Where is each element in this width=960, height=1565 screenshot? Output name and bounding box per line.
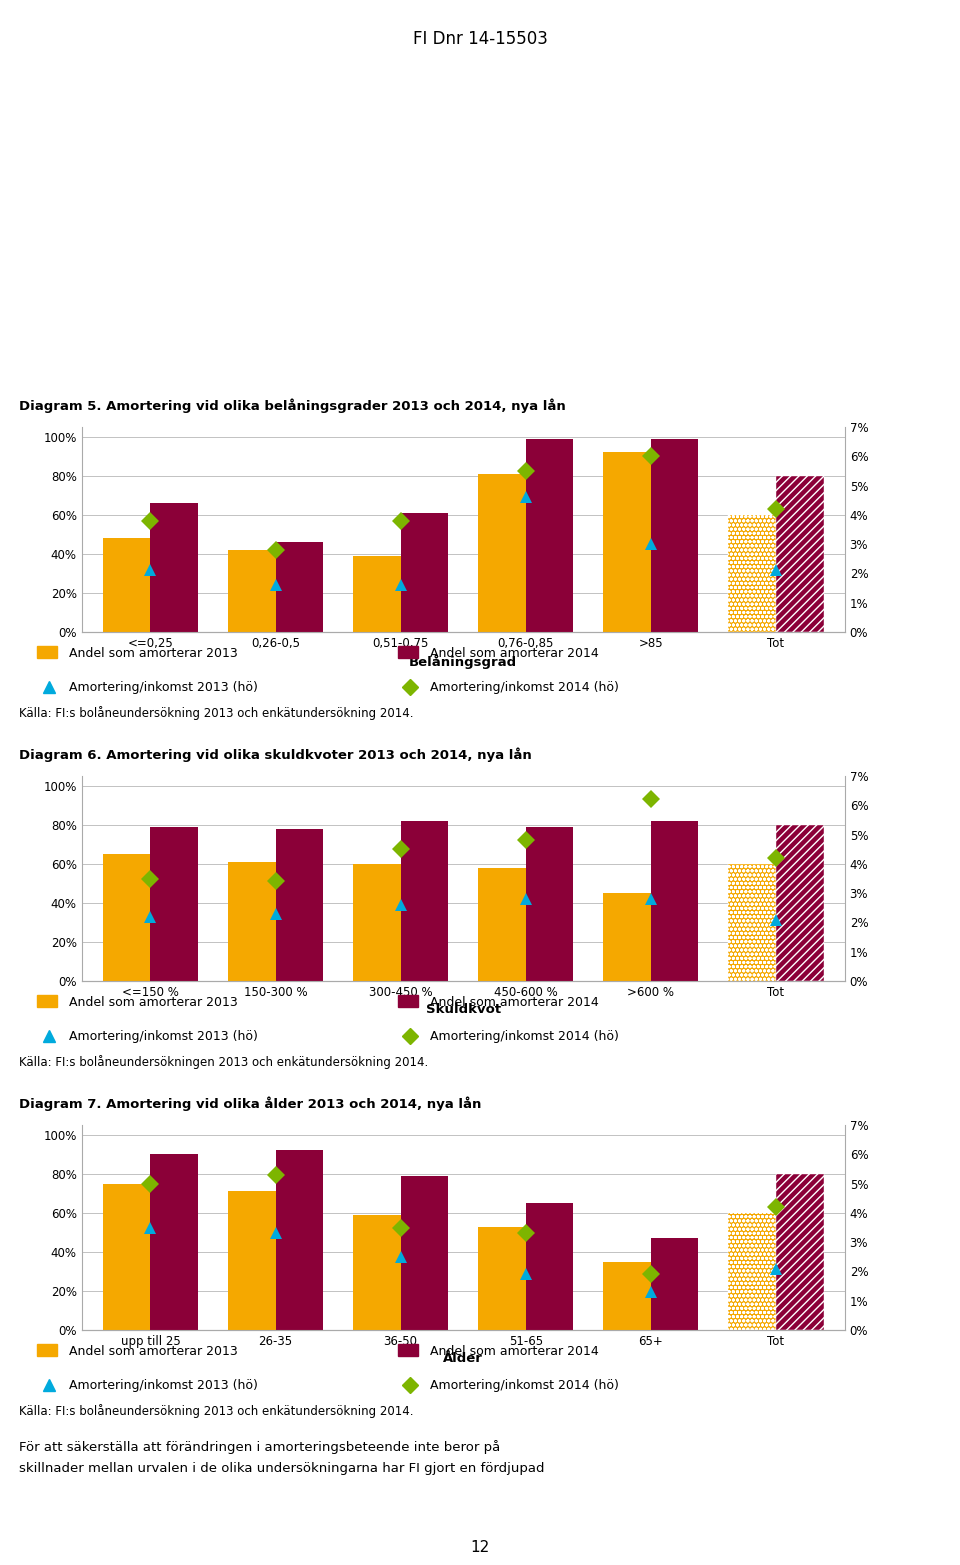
Text: Källa: FI:s bolåneundersökningen 2013 och enkätundersökning 2014.: Källa: FI:s bolåneundersökningen 2013 oc… bbox=[19, 1055, 428, 1069]
Bar bbox=[603, 894, 651, 981]
Bar bbox=[228, 549, 276, 632]
Bar bbox=[776, 825, 824, 981]
Text: Diagram 7. Amortering vid olika ålder 2013 och 2014, nya lån: Diagram 7. Amortering vid olika ålder 20… bbox=[19, 1097, 482, 1111]
Bar bbox=[478, 867, 526, 981]
X-axis label: Skuldkvot: Skuldkvot bbox=[425, 1003, 501, 1016]
Text: Amortering/inkomst 2013 (hö): Amortering/inkomst 2013 (hö) bbox=[69, 681, 257, 693]
FancyBboxPatch shape bbox=[37, 995, 57, 1008]
Bar bbox=[651, 438, 699, 632]
Bar bbox=[151, 1155, 198, 1330]
Bar bbox=[276, 541, 324, 632]
Bar bbox=[400, 513, 448, 632]
Bar bbox=[776, 1174, 824, 1330]
Bar bbox=[103, 538, 151, 632]
Bar bbox=[651, 822, 699, 981]
Text: Andel som amorterar 2013: Andel som amorterar 2013 bbox=[69, 646, 237, 659]
Bar bbox=[729, 864, 776, 981]
Bar bbox=[526, 438, 573, 632]
Bar bbox=[729, 1213, 776, 1330]
Bar bbox=[103, 1183, 151, 1330]
Bar bbox=[526, 826, 573, 981]
Bar bbox=[651, 1238, 699, 1330]
Text: Amortering/inkomst 2014 (hö): Amortering/inkomst 2014 (hö) bbox=[430, 1379, 618, 1391]
FancyBboxPatch shape bbox=[398, 995, 418, 1008]
Bar bbox=[603, 1261, 651, 1330]
Bar bbox=[228, 1191, 276, 1330]
FancyBboxPatch shape bbox=[398, 646, 418, 659]
Bar bbox=[526, 1203, 573, 1330]
Text: För att säkerställa att förändringen i amorteringsbeteende inte beror på
skillna: För att säkerställa att förändringen i a… bbox=[19, 1440, 544, 1474]
Text: Andel som amorterar 2014: Andel som amorterar 2014 bbox=[430, 646, 598, 659]
Bar bbox=[276, 1150, 324, 1330]
FancyBboxPatch shape bbox=[398, 1344, 418, 1357]
Bar bbox=[276, 829, 324, 981]
Bar bbox=[151, 826, 198, 981]
Bar bbox=[729, 515, 776, 632]
Text: Diagram 5. Amortering vid olika belåningsgrader 2013 och 2014, nya lån: Diagram 5. Amortering vid olika belåning… bbox=[19, 399, 566, 413]
Bar bbox=[603, 452, 651, 632]
Bar bbox=[400, 822, 448, 981]
Bar bbox=[353, 864, 400, 981]
Text: Andel som amorterar 2014: Andel som amorterar 2014 bbox=[430, 995, 598, 1008]
X-axis label: Ålder: Ålder bbox=[444, 1352, 483, 1365]
Text: Källa: FI:s bolåneundersökning 2013 och enkätundersökning 2014.: Källa: FI:s bolåneundersökning 2013 och … bbox=[19, 706, 414, 720]
Bar bbox=[478, 474, 526, 632]
Bar bbox=[776, 476, 824, 632]
Text: Källa: FI:s bolåneundersökning 2013 och enkätundersökning 2014.: Källa: FI:s bolåneundersökning 2013 och … bbox=[19, 1404, 414, 1418]
FancyBboxPatch shape bbox=[37, 1344, 57, 1357]
Text: Diagram 6. Amortering vid olika skuldkvoter 2013 och 2014, nya lån: Diagram 6. Amortering vid olika skuldkvo… bbox=[19, 748, 532, 762]
Bar bbox=[228, 862, 276, 981]
Text: 12: 12 bbox=[470, 1540, 490, 1556]
Bar bbox=[353, 1214, 400, 1330]
Text: Andel som amorterar 2013: Andel som amorterar 2013 bbox=[69, 995, 237, 1008]
Text: Andel som amorterar 2013: Andel som amorterar 2013 bbox=[69, 1344, 237, 1357]
Bar bbox=[478, 1227, 526, 1330]
Text: Amortering/inkomst 2013 (hö): Amortering/inkomst 2013 (hö) bbox=[69, 1030, 257, 1042]
Text: Amortering/inkomst 2013 (hö): Amortering/inkomst 2013 (hö) bbox=[69, 1379, 257, 1391]
Text: Andel som amorterar 2014: Andel som amorterar 2014 bbox=[430, 1344, 598, 1357]
Bar bbox=[151, 502, 198, 632]
Bar bbox=[400, 1175, 448, 1330]
Bar bbox=[353, 556, 400, 632]
Bar bbox=[103, 854, 151, 981]
X-axis label: Belåningsgrad: Belåningsgrad bbox=[409, 654, 517, 668]
Text: Amortering/inkomst 2014 (hö): Amortering/inkomst 2014 (hö) bbox=[430, 1030, 618, 1042]
FancyBboxPatch shape bbox=[37, 646, 57, 659]
Text: FI Dnr 14-15503: FI Dnr 14-15503 bbox=[413, 30, 547, 47]
Text: Amortering/inkomst 2014 (hö): Amortering/inkomst 2014 (hö) bbox=[430, 681, 618, 693]
